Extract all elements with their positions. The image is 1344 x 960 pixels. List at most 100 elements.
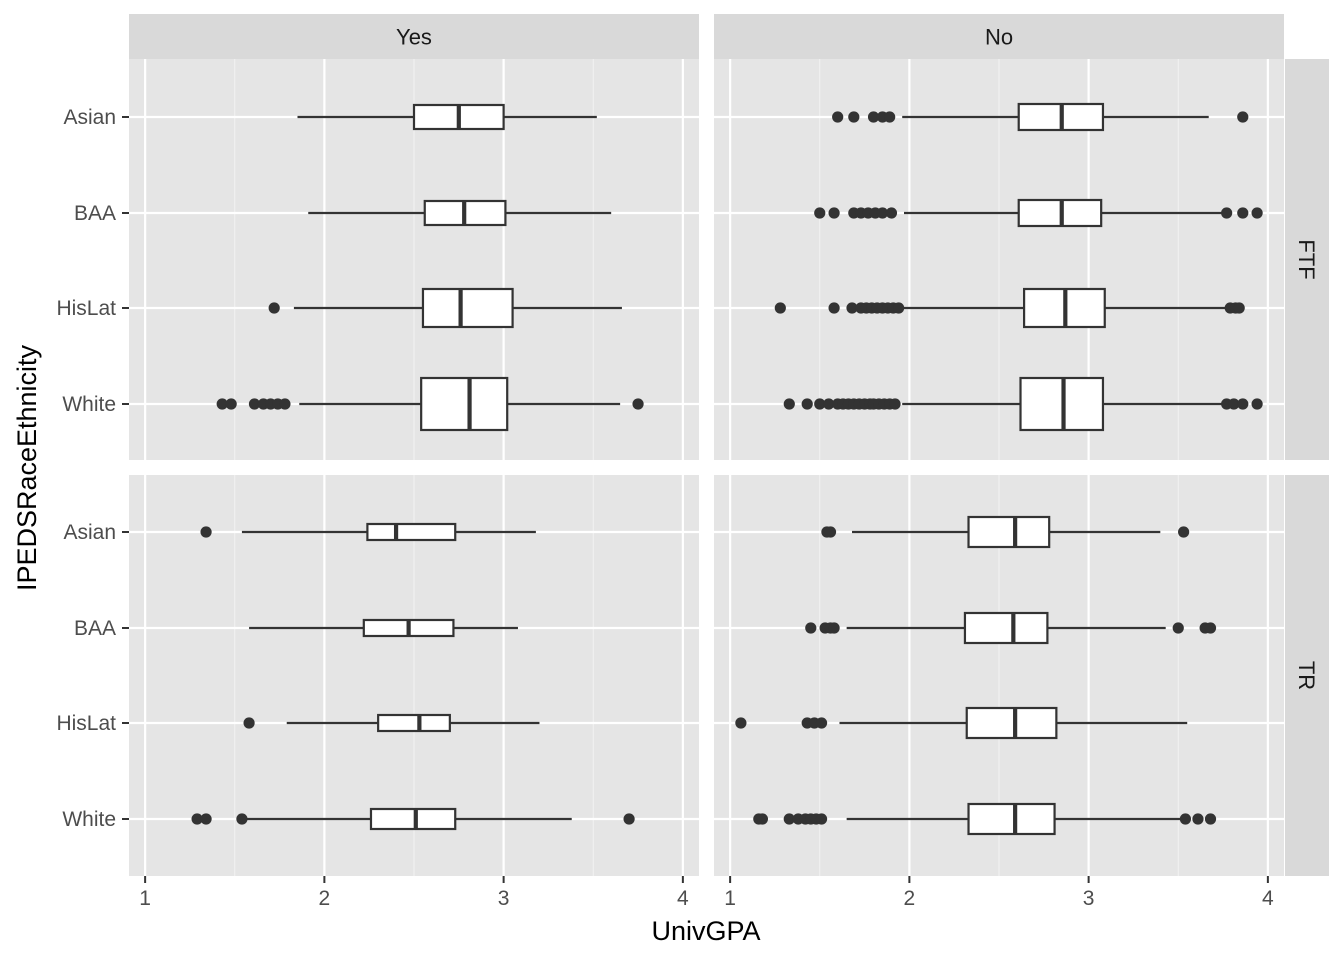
row-strip-ftf: FTF [1285, 59, 1329, 460]
x-tick-label: 3 [498, 887, 510, 910]
box-baa [814, 198, 1263, 228]
iqr-box [420, 376, 509, 432]
column-strip-yes: Yes [129, 14, 699, 59]
outlier-point [1237, 111, 1249, 123]
iqr-box [421, 287, 514, 329]
box-asian [200, 522, 536, 542]
iqr-box [963, 611, 1049, 645]
outlier-point [756, 813, 768, 825]
outlier-point [1221, 207, 1233, 219]
outlier-point [884, 111, 896, 123]
outlier-point [783, 813, 795, 825]
strip-background [1285, 59, 1329, 460]
strip-background [1285, 475, 1329, 876]
box-white [216, 376, 644, 432]
outlier-point [893, 302, 905, 314]
column-strip-no: No [714, 14, 1284, 59]
column-strip-label: No [985, 25, 1013, 50]
iqr-box [377, 713, 451, 733]
outlier-point [823, 398, 835, 410]
box-asian [832, 102, 1249, 132]
outlier-point [236, 813, 248, 825]
box-white [753, 802, 1217, 836]
outlier-point [828, 302, 840, 314]
strip-background [129, 14, 699, 59]
outlier-point [876, 207, 889, 219]
outlier-point [1179, 813, 1192, 825]
column-strip-label: Yes [396, 25, 432, 50]
y-tick-label: White [62, 808, 116, 831]
box-asian [821, 515, 1190, 549]
outlier-point [243, 717, 255, 729]
outlier-point [774, 302, 786, 314]
panel-yes-tr [129, 475, 699, 876]
y-tick-label: Asian [63, 521, 116, 544]
outlier-point [735, 717, 747, 729]
outlier-point [623, 813, 635, 825]
outlier-point [279, 398, 291, 410]
outlier-point [815, 717, 828, 729]
outlier-point [1192, 813, 1204, 825]
outlier-point [814, 207, 826, 219]
outlier-point [191, 813, 203, 825]
outlier-point [632, 398, 644, 410]
x-tick-label: 3 [1083, 887, 1095, 910]
outlier-point [1172, 622, 1184, 634]
iqr-box [967, 802, 1056, 836]
outlier-point [824, 526, 837, 538]
outlier-point [815, 813, 828, 825]
outlier-point [1251, 398, 1263, 410]
axes-layer: White HisLat BAA Asian White HisLat BAA Asian 1 2… [56, 106, 1274, 910]
outlier-point [200, 813, 212, 825]
y-tick-label: White [62, 393, 116, 416]
outlier-point [1237, 207, 1249, 219]
outlier-point [248, 398, 261, 410]
outlier-point [889, 398, 901, 410]
box-white [191, 807, 635, 831]
y-tick-label: BAA [74, 617, 116, 640]
box-hislat [243, 713, 540, 733]
box-baa [308, 199, 612, 227]
outlier-point [1233, 302, 1245, 314]
outlier-point [225, 398, 237, 410]
strip-background [714, 14, 1284, 59]
outlier-point [848, 111, 860, 123]
row-strip-label: FTF [1294, 239, 1319, 279]
box-baa [249, 618, 518, 638]
x-axis-title: UnivGPA [651, 916, 760, 946]
box-hislat [268, 287, 622, 329]
outlier-point [814, 398, 826, 410]
y-axis-title: IPEDSRaceEthnicity [12, 344, 42, 591]
row-strip-label: TR [1294, 661, 1319, 690]
outlier-point [216, 398, 228, 410]
x-tick-label: 4 [677, 887, 689, 910]
panel-no-tr [714, 475, 1284, 876]
iqr-box [965, 706, 1058, 740]
panel-no-ftf [714, 59, 1284, 460]
y-tick-label: BAA [74, 202, 116, 225]
box-hislat [774, 287, 1245, 329]
outlier-point [828, 207, 840, 219]
outlier-point [783, 398, 795, 410]
panels-layer [129, 59, 1284, 876]
facet-strips: Yes No FTF TR [129, 14, 1329, 876]
outlier-point [828, 622, 840, 634]
outlier-point [1204, 813, 1217, 825]
outlier-point [885, 207, 898, 219]
x-tick-label: 4 [1262, 887, 1274, 910]
outlier-point [1228, 398, 1240, 410]
box-white [783, 376, 1263, 432]
outlier-point [801, 398, 813, 410]
box-baa [805, 611, 1217, 645]
box-hislat [735, 706, 1188, 740]
outlier-point [867, 111, 880, 123]
outlier-point [268, 302, 280, 314]
outlier-point [1237, 398, 1249, 410]
outlier-point [200, 526, 212, 538]
iqr-box [967, 515, 1051, 549]
outlier-point [1178, 526, 1190, 538]
box-asian [297, 103, 597, 131]
y-tick-label: HisLat [56, 297, 116, 320]
x-tick-label: 1 [724, 887, 736, 910]
